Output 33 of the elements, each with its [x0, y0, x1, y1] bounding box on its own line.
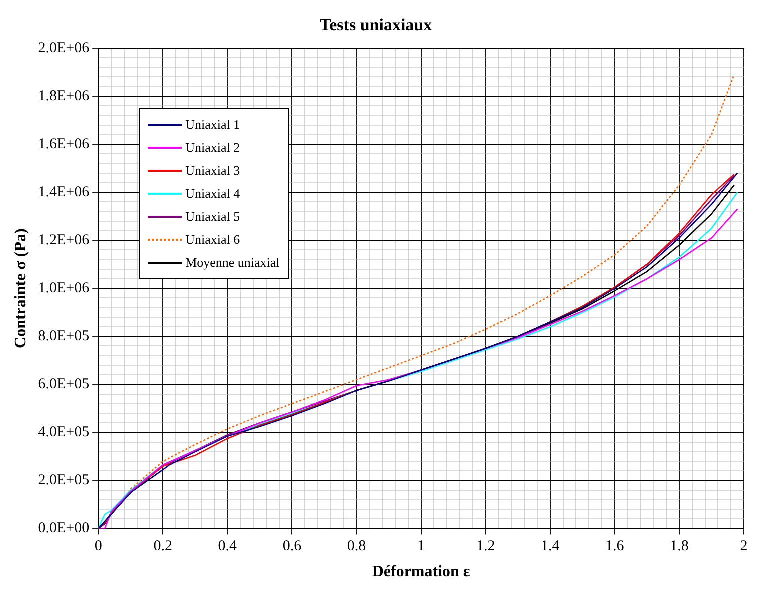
y-tick-label: 8.0E+05: [38, 328, 90, 345]
y-tick-label: 2.0E+05: [38, 472, 90, 489]
legend-label: Uniaxial 4: [186, 186, 240, 202]
x-tick-label: 2: [740, 538, 748, 555]
y-tick-label: 4.0E+05: [38, 424, 90, 441]
legend-label: Uniaxial 6: [186, 232, 240, 248]
x-tick-label: 1.8: [670, 538, 689, 555]
legend-label: Uniaxial 5: [186, 208, 240, 225]
x-tick-label: 1.4: [540, 538, 560, 555]
legend-label: Uniaxial 3: [186, 162, 240, 179]
y-tick-label: 1.0E+06: [38, 280, 90, 297]
y-tick-label: 1.6E+06: [38, 136, 90, 152]
x-tick-label: 0: [94, 538, 102, 555]
y-tick-label: 1.4E+06: [38, 184, 90, 200]
line-series: [130, 74, 735, 490]
y-axis-title: Contrainte σ (Pa): [12, 228, 30, 348]
x-tick-label: 0.4: [218, 538, 238, 555]
x-axis-title: Déformation ε: [372, 564, 470, 581]
legend-label: Uniaxial 2: [186, 140, 240, 156]
x-tick-label: 1.6: [606, 538, 625, 555]
y-tick-label: 1.2E+06: [38, 232, 90, 248]
y-tick-label: 1.8E+06: [38, 88, 90, 104]
x-tick-label: 0.2: [154, 538, 172, 555]
x-tick-label: 0.6: [282, 538, 302, 555]
x-tick-label: 1.2: [476, 538, 496, 555]
y-tick-label: 0.0E+00: [38, 520, 90, 537]
x-tick-label: 1: [418, 538, 426, 555]
x-tick-label: 0.8: [347, 538, 366, 555]
y-tick-label: 6.0E+05: [38, 376, 90, 393]
legend-label: Uniaxial 1: [186, 116, 240, 133]
legend-label: Moyenne uniaxial: [186, 254, 280, 271]
chart-title: Tests uniaxiaux: [320, 16, 433, 35]
y-tick-label: 2.0E+06: [38, 40, 90, 56]
